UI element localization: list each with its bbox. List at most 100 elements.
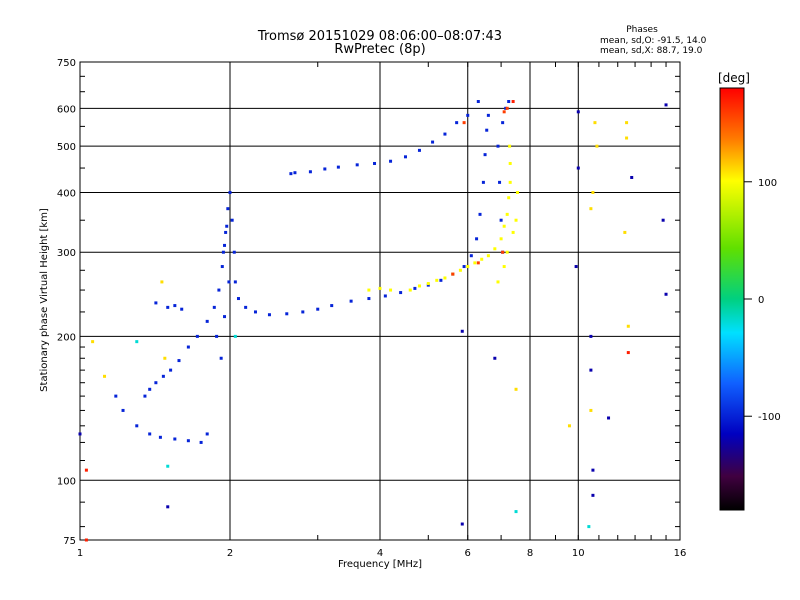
echo-point <box>217 288 221 292</box>
echo-point <box>285 312 289 316</box>
echo-point <box>373 161 377 165</box>
echo-point <box>223 315 227 319</box>
echo-point <box>469 254 473 258</box>
echo-point <box>460 329 464 333</box>
echo-point <box>514 218 518 222</box>
echo-point <box>473 261 477 265</box>
echo-point <box>367 288 371 292</box>
echo-point <box>486 254 490 258</box>
echo-point <box>227 280 231 284</box>
echo-point <box>485 128 489 132</box>
y-tick-labels: 75 100 200 300 400 500 600 750 <box>57 58 76 547</box>
echo-point <box>493 356 497 360</box>
echo-point <box>443 276 447 280</box>
x-tick-label: 10 <box>572 548 585 559</box>
echo-point <box>199 440 203 444</box>
echo-point <box>481 180 485 184</box>
echo-point <box>135 424 139 428</box>
echo-point <box>408 288 412 292</box>
echo-point <box>595 144 599 148</box>
echo-point <box>502 265 506 269</box>
echo-point <box>455 121 459 125</box>
echo-point <box>166 305 170 309</box>
echo-point <box>486 113 490 117</box>
echo-point <box>413 286 417 290</box>
echo-point <box>478 212 482 216</box>
chart-subtitle: RwPretec (8p) <box>334 42 425 57</box>
echo-point <box>502 110 506 114</box>
echo-point <box>323 167 327 171</box>
echo-point <box>505 212 509 216</box>
echo-point <box>623 230 627 234</box>
echo-point <box>143 394 147 398</box>
echo-point <box>483 153 487 157</box>
echo-point <box>626 351 630 355</box>
echo-point <box>186 439 190 443</box>
echo-point <box>593 121 597 125</box>
echo-point <box>661 218 665 222</box>
echo-point <box>293 171 297 175</box>
echo-point <box>114 394 118 398</box>
echo-point <box>215 334 219 338</box>
echo-point <box>161 374 165 378</box>
echo-point <box>466 265 470 269</box>
echo-point <box>223 243 227 247</box>
echo-point <box>267 313 271 317</box>
echo-point <box>501 250 505 254</box>
echo-point <box>458 268 462 272</box>
echo-point <box>508 161 512 165</box>
x-tick-label: 4 <box>377 548 383 559</box>
echo-point <box>501 121 505 125</box>
echo-point <box>403 155 407 159</box>
echo-point <box>515 190 519 194</box>
y-tick-label: 400 <box>57 188 76 199</box>
echo-point <box>205 432 209 436</box>
echo-point <box>336 165 340 169</box>
echo-point <box>330 304 334 308</box>
colorbar-tick-label: 100 <box>758 178 777 189</box>
echo-point <box>195 334 199 338</box>
echo-point <box>121 408 125 412</box>
echo-point <box>84 538 88 542</box>
echo-point <box>378 286 382 290</box>
echo-point <box>508 180 512 184</box>
echo-point <box>435 278 439 282</box>
stats-o: mean, sd,O: -91.5, 14.0 <box>600 36 707 46</box>
echo-point <box>462 265 466 269</box>
echo-point <box>224 230 228 234</box>
echo-point <box>587 525 591 529</box>
echo-point <box>475 237 479 241</box>
y-tick-label: 500 <box>57 142 76 153</box>
y-tick-label: 300 <box>57 248 76 259</box>
echo-point <box>158 435 162 439</box>
echo-point <box>212 305 216 309</box>
echo-point <box>289 172 293 176</box>
x-tick-label: 2 <box>227 548 233 559</box>
chart-title: Tromsø 20151029 08:06:00–08:07:43 <box>257 29 502 44</box>
echo-point <box>507 196 511 200</box>
echo-point <box>439 278 443 282</box>
echo-point <box>507 100 511 104</box>
echo-point <box>253 310 257 314</box>
echo-point <box>230 218 234 222</box>
y-tick-label: 75 <box>63 536 76 547</box>
colorbar-ticks: 100 0 -100 <box>744 178 781 423</box>
echo-point <box>221 250 225 254</box>
echo-point <box>186 345 190 349</box>
echo-point <box>154 301 158 305</box>
y-axis-label: Stationary phase Virtual Height [km] <box>39 208 50 392</box>
echo-point <box>219 356 223 360</box>
echo-point <box>383 294 387 298</box>
echo-point <box>226 207 230 211</box>
echo-point <box>514 510 518 514</box>
y-tick-label: 600 <box>57 104 76 115</box>
echo-point <box>367 297 371 301</box>
echo-point <box>505 106 509 110</box>
echo-point <box>173 304 177 308</box>
echo-point <box>160 280 164 284</box>
x-tick-label: 1 <box>77 548 83 559</box>
echo-point <box>399 291 403 295</box>
echo-point <box>417 284 421 288</box>
echo-point <box>476 261 480 265</box>
